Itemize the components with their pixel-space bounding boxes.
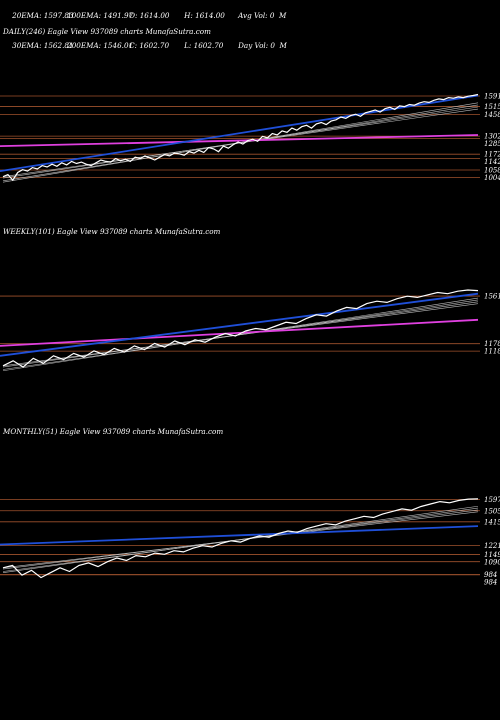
daily-level-label: 1004 xyxy=(484,174,500,182)
weekly-price-line xyxy=(2,289,479,368)
weekly-level-label: 1178 xyxy=(484,340,500,348)
avg-vol-value: Avg Vol: 0 M xyxy=(238,11,287,20)
stats-header: 20EMA: 1597.83100EMA: 1491.97O: 1614.00 H… xyxy=(3,1,287,61)
monthly-ema-blue xyxy=(0,525,479,546)
stats-row-1: 20EMA: 1597.83100EMA: 1491.97O: 1614.00 H… xyxy=(3,1,287,31)
monthly-level-label: 1149 xyxy=(484,551,500,559)
close-value: C: 1602.70 xyxy=(129,41,170,50)
ema30-value: 30EMA: 1562.81 xyxy=(12,41,74,50)
monthly-panel-title: MONTHLY(51) Eagle View 937089 charts Mun… xyxy=(3,427,224,436)
daily-price-line xyxy=(2,93,479,182)
weekly-ema-magenta xyxy=(0,318,479,347)
ema200-value: 200EMA: 1546.01 xyxy=(67,41,134,50)
ema100-value: 100EMA: 1491.97 xyxy=(67,11,134,20)
monthly-level-label: 984 xyxy=(484,579,497,587)
daily-level-label: 1515 xyxy=(484,103,500,111)
weekly-thin-ema xyxy=(2,301,479,368)
daily-level-label: 1058 xyxy=(484,167,500,175)
high-value: H: 1614.00 xyxy=(184,11,225,20)
monthly-thin-ema xyxy=(2,511,479,569)
weekly-level-label: 1118 xyxy=(484,348,500,356)
daily-ema-magenta xyxy=(0,134,479,148)
daily-ema-blue xyxy=(0,94,479,173)
daily-level-label: 1142 xyxy=(484,158,500,166)
ema20-value: 20EMA: 1597.83 xyxy=(12,11,74,20)
daily-level-label: 1285 xyxy=(484,140,500,148)
low-value: L: 1602.70 xyxy=(184,41,224,50)
stats-row-2: 30EMA: 1562.81200EMA: 1546.01C: 1602.70 L… xyxy=(3,31,287,61)
monthly-level-label: 984 xyxy=(484,571,497,579)
weekly-ema-blue xyxy=(0,292,479,357)
daily-panel-title: DAILY(246) Eagle View 937089 charts Muna… xyxy=(3,27,211,36)
monthly-price-line xyxy=(2,498,479,579)
daily-level-label: 1458 xyxy=(484,111,500,119)
open-value: O: 1614.00 xyxy=(129,11,170,20)
monthly-thin-ema xyxy=(2,509,479,570)
monthly-level-label: 1597 xyxy=(484,496,500,504)
monthly-level-label: 1090 xyxy=(484,558,500,566)
weekly-panel-title: WEEKLY(101) Eagle View 937089 charts Mun… xyxy=(3,227,221,236)
monthly-level-label: 1505 xyxy=(484,507,500,515)
weekly-thin-ema xyxy=(2,303,479,367)
daily-level-label: 1302 xyxy=(484,133,500,141)
daily-level-label: 1172 xyxy=(484,151,500,159)
monthly-level-label: 1415 xyxy=(484,518,500,526)
day-vol-value: Day Vol: 0 M xyxy=(238,41,287,50)
